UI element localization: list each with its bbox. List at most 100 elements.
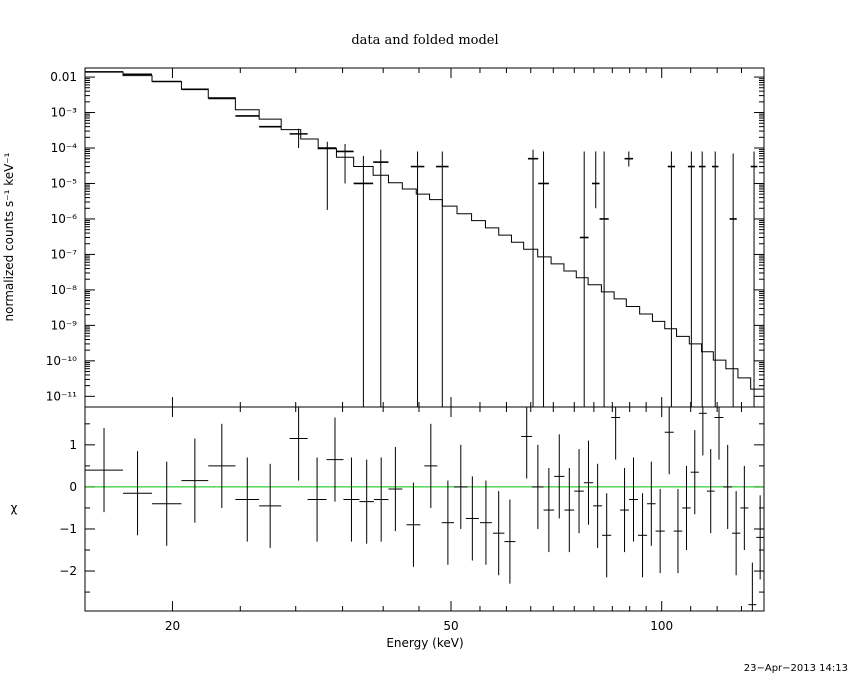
residual-data-point bbox=[583, 440, 594, 525]
spectrum-data-point bbox=[579, 151, 589, 407]
y-tick-label: 1 bbox=[69, 438, 77, 452]
x-tick-label: 100 bbox=[650, 619, 673, 633]
y-tick-label: 0 bbox=[69, 480, 77, 494]
spectrum-data-point bbox=[599, 151, 609, 407]
residual-data-point bbox=[259, 463, 282, 548]
spectrum-data-point bbox=[527, 149, 539, 407]
y-tick-label: 10⁻⁶ bbox=[51, 212, 78, 226]
y-tick-label: −2 bbox=[59, 564, 77, 578]
residual-data-point bbox=[629, 457, 639, 542]
top-panel-frame bbox=[84, 67, 765, 408]
residual-data-point bbox=[373, 457, 389, 542]
residual-data-point bbox=[664, 407, 674, 475]
spectrum-data-point bbox=[336, 143, 354, 184]
spectrum-data-point bbox=[624, 151, 634, 167]
residual-data-point bbox=[647, 461, 656, 546]
x-axis-tick-labels: 20 50 100 bbox=[165, 619, 673, 633]
residual-data-point bbox=[602, 493, 612, 578]
residual-panel: 1 0 −1 −2 bbox=[59, 406, 765, 612]
residual-data-point bbox=[620, 467, 630, 553]
y-tick-label: 10⁻⁵ bbox=[51, 176, 78, 190]
residual-data-point bbox=[698, 407, 707, 456]
y-tick-label: −1 bbox=[59, 522, 77, 536]
bottom-y-axis-label: χ bbox=[11, 501, 18, 515]
spectrum-data-point bbox=[698, 151, 706, 407]
residual-data-point bbox=[289, 407, 308, 481]
spectrum-data-point bbox=[712, 151, 719, 407]
bottom-panel-ticks: 1 0 −1 −2 bbox=[59, 407, 765, 611]
y-tick-label: 10⁻⁴ bbox=[51, 141, 78, 155]
spectrum-data-point bbox=[436, 151, 449, 407]
residual-data-point bbox=[554, 434, 565, 519]
spectrum-data-point bbox=[318, 141, 337, 210]
spectrum-panel: 0.01 10⁻³ 10⁻⁴ 10⁻⁵ 10⁻⁶ 10⁻⁷ 10⁻⁸ 10⁻⁹ 10⁻¹⁰ 10⁻… bbox=[46, 67, 765, 408]
residual-data-point bbox=[152, 461, 182, 546]
residual-data-point bbox=[682, 465, 691, 551]
residual-data-point bbox=[731, 491, 741, 576]
x-axis-label: Energy (keV) bbox=[386, 636, 463, 650]
model-step-path bbox=[85, 71, 764, 390]
spectrum-data-point bbox=[538, 151, 549, 407]
residual-data-point bbox=[574, 449, 584, 534]
spectrum-data-point bbox=[750, 151, 758, 407]
residual-data-point bbox=[638, 493, 648, 578]
residual-data-point bbox=[454, 444, 468, 529]
residual-data-point bbox=[593, 463, 603, 548]
residual-data-point bbox=[388, 446, 403, 532]
residual-data-point bbox=[714, 407, 724, 460]
plot-timestamp: 23−Apr−2013 14:13 bbox=[744, 663, 848, 674]
residual-data-point bbox=[326, 417, 344, 502]
residual-data-point bbox=[235, 457, 260, 542]
spectrum-data-point bbox=[353, 155, 374, 407]
residual-data-point bbox=[532, 444, 544, 529]
y-tick-label: 10⁻¹⁰ bbox=[46, 354, 77, 368]
residual-data-point bbox=[521, 407, 533, 479]
residual-data-point bbox=[655, 489, 665, 574]
y-tick-label: 10⁻¹¹ bbox=[46, 389, 77, 403]
residual-data-point bbox=[343, 457, 360, 542]
spectrum-data-point bbox=[729, 153, 737, 407]
spectrum-data-points bbox=[85, 71, 758, 407]
x-tick-label: 20 bbox=[165, 619, 180, 633]
residual-data-point bbox=[723, 444, 732, 529]
top-panel-ticks: 0.01 10⁻³ 10⁻⁴ 10⁻⁵ 10⁻⁶ 10⁻⁷ 10⁻⁸ 10⁻⁹ 10⁻¹⁰ 10⁻… bbox=[46, 68, 765, 407]
spectrum-data-point bbox=[410, 151, 425, 407]
spectrum-data-point bbox=[373, 149, 389, 407]
residual-data-point bbox=[492, 491, 505, 576]
residual-data-point bbox=[611, 407, 621, 460]
residual-data-point bbox=[85, 428, 124, 513]
y-tick-label: 0.01 bbox=[50, 70, 77, 84]
residual-data-point bbox=[690, 430, 699, 515]
bottom-panel-frame bbox=[84, 406, 765, 612]
residual-data-point bbox=[441, 480, 455, 565]
y-tick-label: 10⁻⁷ bbox=[51, 247, 78, 261]
spectrum-data-point bbox=[591, 151, 600, 209]
residual-data-point bbox=[706, 449, 715, 534]
residual-data-point bbox=[564, 467, 575, 553]
residual-data-point bbox=[756, 495, 764, 580]
residual-data-point bbox=[543, 467, 555, 553]
residual-data-point bbox=[406, 482, 421, 567]
residual-data-point bbox=[359, 459, 374, 544]
residual-data-point bbox=[748, 562, 757, 611]
spectrum-data-point bbox=[667, 151, 676, 407]
top-y-axis-label: normalized counts s⁻¹ keV⁻¹ bbox=[2, 152, 16, 321]
residual-data-point bbox=[673, 489, 683, 574]
x-tick-label: 50 bbox=[443, 619, 458, 633]
residual-data-point bbox=[208, 423, 236, 508]
folded-model-line bbox=[85, 71, 764, 390]
residual-data-point bbox=[479, 480, 492, 565]
residual-data-point bbox=[123, 451, 153, 536]
residual-data-point bbox=[504, 499, 516, 584]
y-tick-label: 10⁻³ bbox=[51, 106, 78, 120]
y-tick-label: 10⁻⁸ bbox=[51, 283, 78, 297]
residual-data-point bbox=[465, 476, 479, 561]
chart-title: data and folded model bbox=[351, 33, 498, 48]
residual-data-point bbox=[740, 465, 749, 551]
residual-data-point bbox=[307, 457, 327, 542]
residual-data-point bbox=[424, 423, 438, 508]
y-tick-label: 10⁻⁹ bbox=[51, 318, 78, 332]
residual-data-points bbox=[85, 407, 764, 611]
spectrum-data-point bbox=[289, 128, 308, 149]
